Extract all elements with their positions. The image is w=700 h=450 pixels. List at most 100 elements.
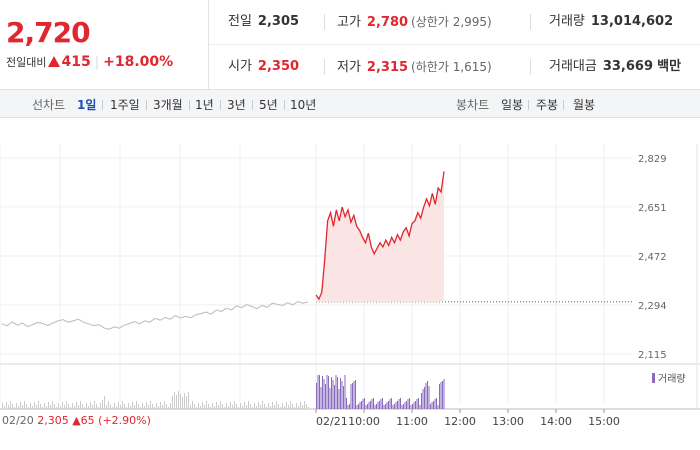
volume-bar-prev <box>42 407 43 409</box>
volume-bar-prev <box>148 405 149 409</box>
volume-bar-today <box>343 386 344 409</box>
volume-bar-prev <box>50 405 51 409</box>
prev-day-price: 2,305 <box>37 414 69 427</box>
volume-bar-today <box>440 382 442 409</box>
stat-low: 저가 2,315 (하한가 1,615) <box>337 60 492 75</box>
volume-bar-prev <box>234 401 235 409</box>
volume-bar-prev <box>94 401 95 409</box>
quote-stats: 전일 2,305 고가 2,780 (상한가 2,995) 거래량 13,014,602… <box>209 0 700 89</box>
divider <box>530 14 531 30</box>
volume-bar-today <box>346 398 347 409</box>
x-tick-label: 12:00 <box>444 415 476 428</box>
volume-bar-today <box>400 398 401 409</box>
volume-bar-today <box>388 401 389 409</box>
volume-bar-prev <box>170 403 171 409</box>
volume-bar-prev <box>164 401 165 409</box>
tab-1year[interactable]: 1년 <box>195 98 214 112</box>
x-tick-label: 02/21 <box>316 415 348 428</box>
volume-bar-today <box>406 401 407 409</box>
change-value: 415 <box>61 54 91 70</box>
volume-bar-prev <box>130 406 131 409</box>
volume-bar-prev <box>68 404 69 409</box>
volume-bar-prev <box>244 402 245 409</box>
volume-bar-prev <box>246 405 247 409</box>
x-tick-label: 14:00 <box>540 415 572 428</box>
volume-bar-prev <box>216 402 217 409</box>
divider: | <box>94 55 100 70</box>
volume-bar-prev <box>156 403 157 409</box>
volume-bar-today <box>419 405 421 409</box>
volume-bar-today <box>320 387 322 409</box>
volume-bar-prev <box>286 402 287 409</box>
volume-bar-today <box>392 405 394 409</box>
volume-bar-prev <box>92 405 93 409</box>
stats-divider <box>209 44 700 45</box>
volume-bar-today <box>338 389 340 409</box>
volume-bar-prev <box>2 403 3 409</box>
volume-bar-prev <box>114 403 115 409</box>
divider <box>530 59 531 75</box>
volume-bar-prev <box>124 404 125 409</box>
volume-bar-today <box>386 402 388 409</box>
stat-turnover: 거래대금 33,669 백만 <box>549 45 681 89</box>
volume-bar-prev <box>242 406 243 409</box>
tab-10years[interactable]: 10년 <box>290 98 317 112</box>
volume-bar-prev <box>126 407 127 409</box>
volume-bar-today <box>365 405 367 409</box>
volume-bar-prev <box>250 404 251 409</box>
volume-bar-today <box>376 404 377 409</box>
volume-bar-today <box>326 375 328 409</box>
volume-bar-prev <box>198 403 199 409</box>
tab-1week[interactable]: 1주일 <box>110 98 140 112</box>
volume-bar-prev <box>16 403 17 409</box>
volume-bar-today <box>428 386 430 409</box>
volume-bar-today <box>323 379 325 409</box>
tab-weekly-candle[interactable]: 주봉 <box>536 98 559 112</box>
tab-daily-candle[interactable]: 일봉 <box>501 98 524 112</box>
volume-bar-prev <box>28 407 29 409</box>
volume-bar-prev <box>276 401 277 409</box>
volume-bar-today <box>433 401 434 409</box>
stat-label: 고가 <box>337 15 361 30</box>
volume-bar-prev <box>298 406 299 409</box>
volume-bar-today <box>382 398 383 409</box>
volume-bar-today <box>350 384 352 409</box>
volume-bar-prev <box>8 405 9 409</box>
tab-3months[interactable]: 3개월 <box>153 98 183 112</box>
volume-bar-prev <box>64 405 65 409</box>
prev-day-summary: 02/20 2,305 ▲65 (+2.90%) <box>2 414 151 427</box>
volume-bar-prev <box>104 396 105 409</box>
volume-bar-prev <box>240 403 241 409</box>
volume-bar-prev <box>74 406 75 409</box>
volume-bar-prev <box>294 407 295 409</box>
volume-bar-today <box>436 398 437 409</box>
volume-bar-today <box>427 381 428 409</box>
tab-3years[interactable]: 3년 <box>227 98 246 112</box>
up-triangle-icon: ▲ <box>72 414 81 427</box>
volume-bar-prev <box>196 407 197 409</box>
volume-bar-today <box>347 405 349 409</box>
y-tick-label: 2,472 <box>638 252 667 263</box>
volume-bar-prev <box>48 402 49 409</box>
current-price: 2,720 <box>6 16 91 49</box>
prev-day-change: 65 <box>80 414 95 427</box>
volume-bar-today <box>434 399 436 409</box>
volume-bar-prev <box>36 405 37 409</box>
up-triangle-icon <box>48 56 61 67</box>
volume-bar-prev <box>22 405 23 409</box>
volume-bar-today <box>370 401 371 409</box>
volume-bar-prev <box>302 405 303 409</box>
volume-bar-prev <box>278 404 279 409</box>
tab-monthly-candle[interactable]: 월봉 <box>573 98 596 112</box>
tab-5years[interactable]: 5년 <box>259 98 278 112</box>
volume-bar-today <box>412 404 413 409</box>
today-line <box>315 171 445 301</box>
volume-bar-prev <box>204 405 205 409</box>
volume-bar-today <box>329 388 331 409</box>
volume-bar-prev <box>76 402 77 409</box>
stat-value: 2,315 <box>366 60 409 75</box>
tab-1day[interactable]: 1일 <box>77 98 97 112</box>
today-area <box>316 171 444 302</box>
volume-bar-prev <box>108 401 109 409</box>
divider <box>563 100 564 110</box>
